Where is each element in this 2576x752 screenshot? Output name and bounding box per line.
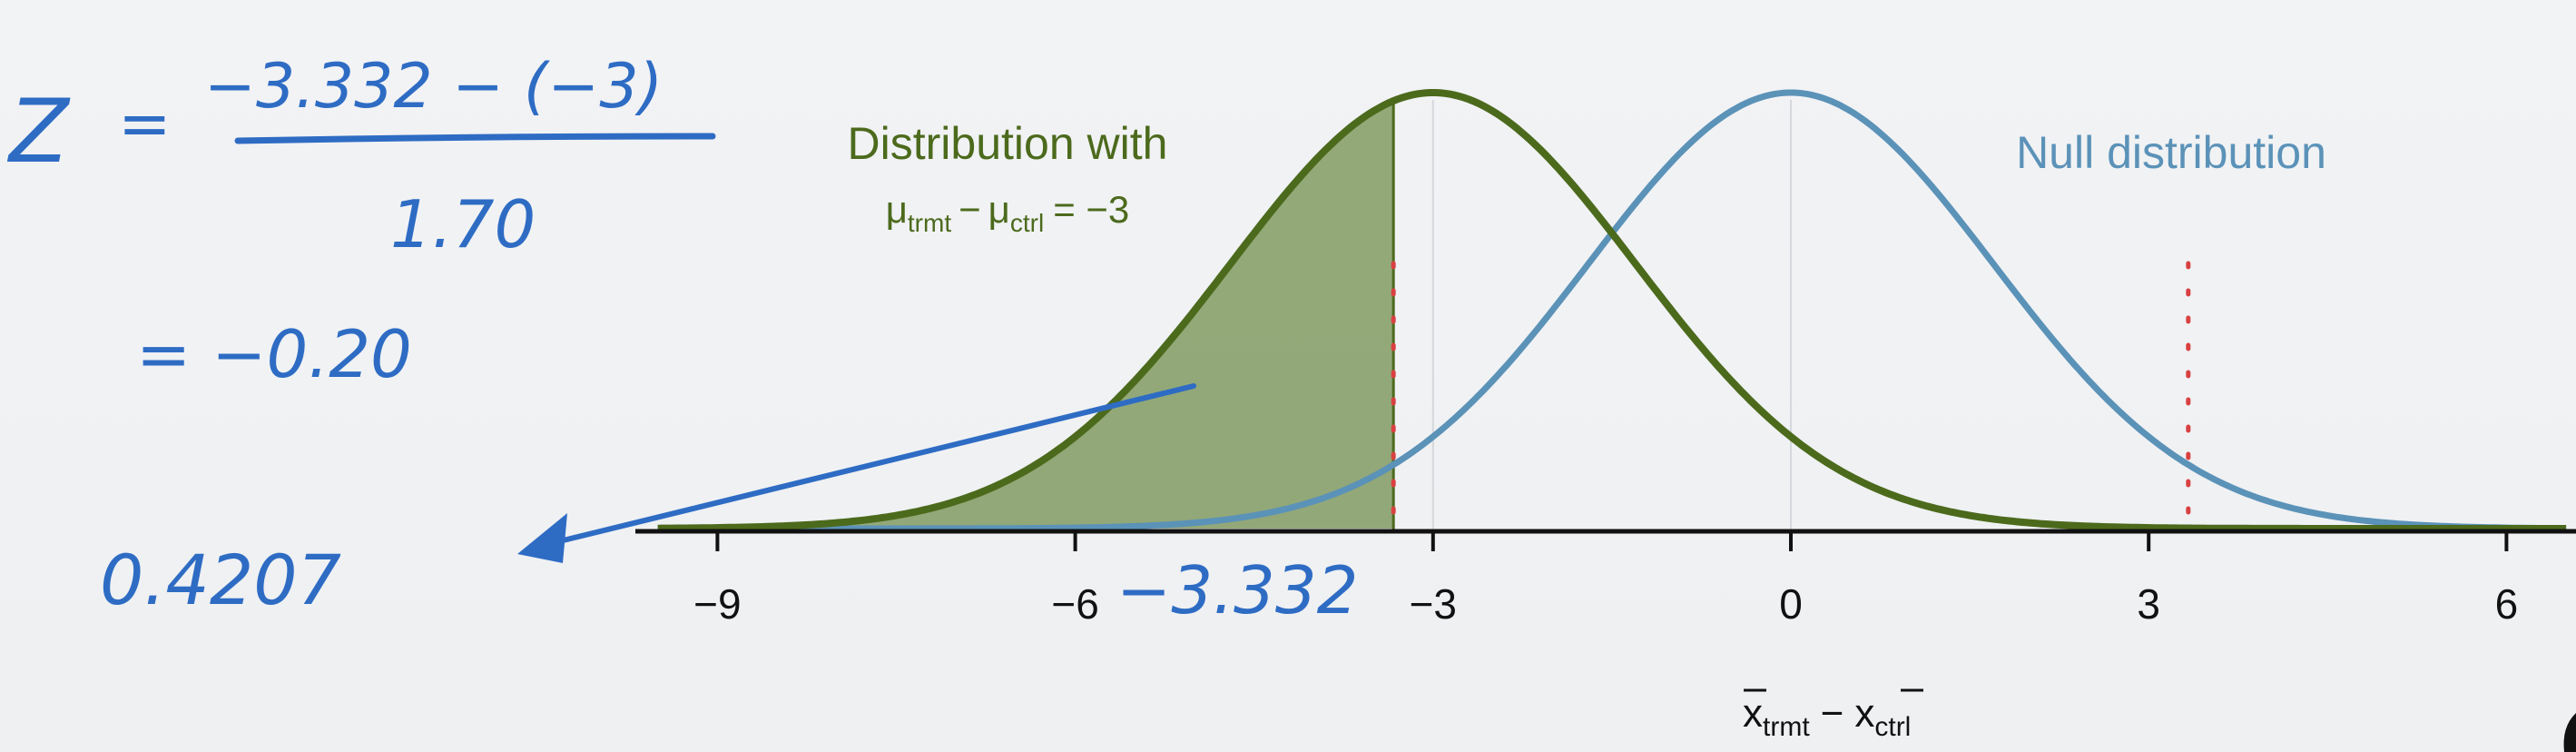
edge-mark (2563, 713, 2576, 752)
mean-guides (1431, 100, 1792, 531)
x-tick-label-3: 0 (1779, 580, 1803, 628)
x-tick-label-5: 6 (2495, 580, 2519, 628)
x-axis-label-main-left: x (1743, 691, 1763, 736)
mu-rest: = −3 (1053, 188, 1129, 231)
mu-trmt-sub: trmt (908, 209, 951, 237)
x-tick-label-1: −6 (1051, 580, 1098, 628)
cutoff-annotation: −3.332 (1116, 552, 1358, 628)
x-axis-label-sub-right: ctrl (1874, 712, 1911, 742)
z-numerator: −3.332 − (−3) (204, 51, 663, 123)
x-tick-label-0: −9 (693, 580, 741, 628)
alt-dist-label-line1: Distribution with (848, 118, 1168, 169)
null-dist-label: Null distribution (2016, 127, 2326, 178)
x-axis-label-main-right: x (1854, 691, 1874, 736)
mu-trmt: μ (886, 188, 908, 231)
cutoff-lines (1391, 261, 2191, 534)
x-axis-ticks: −9 −6 −3 0 3 6 (693, 531, 2518, 628)
z-result: = −0.20 (136, 316, 412, 392)
x-axis-label-sub-left: trmt (1763, 712, 1810, 742)
z-symbol: Z (6, 81, 71, 183)
pointer-arrow-head (517, 513, 567, 563)
alt-dist-label-line2: μtrmt − μctrl = −3 (886, 188, 1130, 237)
fraction-bar (234, 133, 716, 144)
x-axis-label: xtrmt − xctrl (1743, 691, 1911, 742)
pointer-arrow-line (542, 383, 1196, 548)
x-axis-label-dash: − (1821, 691, 1844, 736)
probability-value: 0.4207 (100, 539, 341, 620)
z-denominator: 1.70 (390, 186, 536, 262)
shaded-tail-area (657, 101, 1394, 529)
x-tick-label-4: 3 (2137, 580, 2160, 628)
z-equals: = (118, 86, 172, 161)
mu-ctrl: μ (988, 188, 1010, 231)
alternative-distribution-curve (657, 89, 2567, 532)
x-tick-label-2: −3 (1410, 580, 1457, 628)
mu-ctrl-sub: ctrl (1010, 209, 1044, 237)
